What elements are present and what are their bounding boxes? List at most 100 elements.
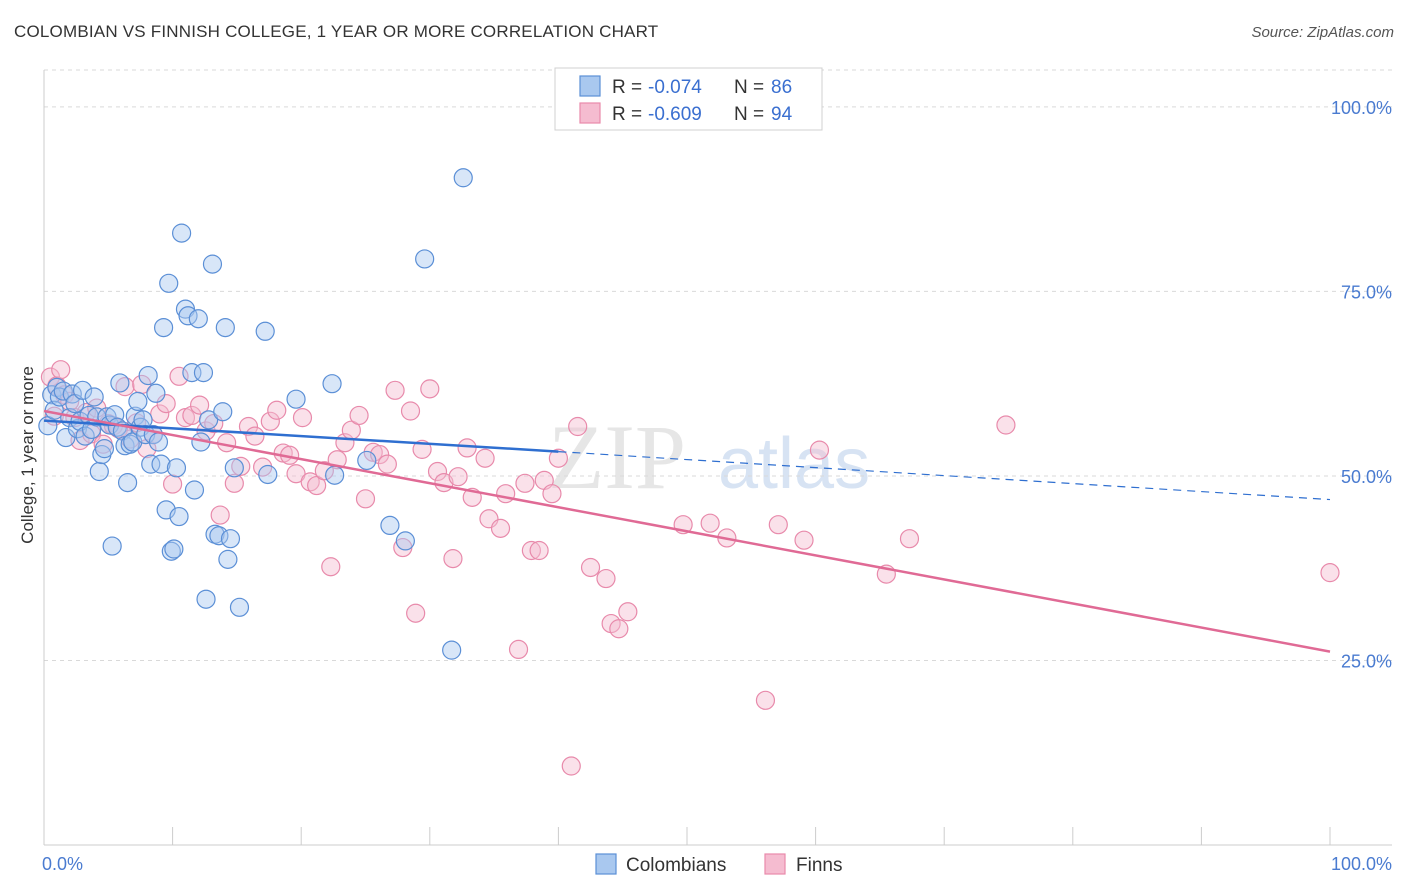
finns-point <box>596 568 616 589</box>
legend-r-label-2: R = <box>612 104 642 125</box>
y-axis-title: College, 1 year or more <box>18 366 37 544</box>
y-tick-label: 100.0% <box>1331 98 1392 118</box>
colombians-point <box>166 458 187 478</box>
finns-point <box>561 756 581 776</box>
colombians-trend-line <box>43 419 559 453</box>
finns-point <box>515 473 535 493</box>
axes <box>43 70 1392 846</box>
colombians-point <box>380 515 400 536</box>
colombians-point <box>184 480 205 500</box>
finns-point <box>529 540 549 561</box>
colombians-point <box>153 317 174 338</box>
colombians-point <box>453 168 473 188</box>
finns-point <box>443 549 463 569</box>
legend-n-value-2: 94 <box>771 104 793 125</box>
colombians-trend-extension <box>558 450 1331 501</box>
colombians-point <box>138 365 158 386</box>
finns-point <box>238 416 259 437</box>
colombians-point <box>146 383 166 403</box>
colombians-point <box>357 450 377 471</box>
finns-trend-line <box>43 409 1331 653</box>
trend-lines <box>43 409 1331 653</box>
bottom-legend-swatch-finns <box>764 853 786 875</box>
finns-point <box>355 489 376 509</box>
finns-point <box>150 404 170 424</box>
finns-point <box>406 603 426 623</box>
finns-point <box>314 461 334 481</box>
colombians-point <box>395 531 415 551</box>
colombians-point <box>164 539 184 559</box>
finns-point <box>542 484 562 504</box>
finns-points <box>40 360 1340 776</box>
colombians-points <box>38 168 473 660</box>
colombians-point <box>229 597 250 617</box>
x-tick-label-min: 0.0% <box>42 854 83 874</box>
finns-point <box>292 408 313 428</box>
colombians-point <box>182 363 202 383</box>
legend-n-label-1: N = <box>734 77 764 98</box>
finns-point <box>809 440 830 460</box>
colombians-point <box>215 317 235 338</box>
legend-swatch-colombians <box>579 75 601 97</box>
legend-r-label-1: R = <box>612 77 642 98</box>
finns-point <box>448 467 468 487</box>
bottom-legend-finns: Finns <box>796 855 842 876</box>
y-tick-label: 25.0% <box>1341 651 1392 671</box>
colombians-point <box>188 309 208 329</box>
finns-point <box>548 448 569 468</box>
legend-r-value-2: -0.609 <box>648 104 702 125</box>
colombians-point <box>148 432 169 452</box>
finns-point <box>190 395 210 415</box>
finns-point <box>51 360 71 380</box>
colombians-point <box>199 410 219 430</box>
finns-point <box>286 464 306 484</box>
legend-r-value-1: -0.074 <box>648 77 702 98</box>
finns-point <box>508 639 529 660</box>
finns-point <box>568 416 588 437</box>
colombians-point <box>218 549 238 569</box>
colombians-point <box>209 526 229 546</box>
colombians-point <box>213 402 233 422</box>
colombians-point <box>224 458 244 478</box>
y-tick-label: 50.0% <box>1341 467 1392 487</box>
finns-point <box>427 461 448 482</box>
colombians-point <box>193 363 214 383</box>
finns-point <box>115 377 135 397</box>
source-label: Source: ZipAtlas.com <box>1251 24 1394 41</box>
finns-point <box>210 505 230 525</box>
finns-point <box>307 475 327 496</box>
finns-point <box>224 473 244 493</box>
colombians-point <box>415 249 435 269</box>
colombians-point <box>202 254 223 274</box>
legend-n-label-2: N = <box>734 104 764 125</box>
finns-point <box>300 472 320 492</box>
colombians-point <box>102 536 122 556</box>
colombians-point <box>94 439 115 459</box>
finns-point <box>245 426 265 446</box>
colombians-point <box>128 391 148 412</box>
finns-point <box>169 366 189 386</box>
colombians-point <box>110 373 130 393</box>
finns-point <box>385 380 405 400</box>
finns-point <box>794 530 814 550</box>
finns-point <box>768 515 788 535</box>
finns-point <box>156 394 176 414</box>
finns-point <box>349 405 369 426</box>
finns-point <box>996 415 1016 435</box>
finns-point <box>420 379 440 399</box>
finns-point <box>496 484 516 504</box>
finns-point <box>755 690 776 710</box>
legend: R = -0.074 N = 86 R = -0.609 N = 94 <box>554 67 823 131</box>
finns-point <box>231 456 251 476</box>
y-tick-label: 75.0% <box>1341 282 1392 302</box>
colombians-point <box>442 640 462 660</box>
watermark-zip: ZIP <box>548 406 686 508</box>
colombians-point <box>117 472 138 493</box>
bottom-legend: Colombians Finns <box>595 853 842 876</box>
colombians-point <box>89 461 109 482</box>
finns-point <box>377 454 397 474</box>
colombians-point <box>120 434 140 454</box>
finns-point <box>899 529 920 549</box>
bottom-legend-colombians: Colombians <box>626 855 726 876</box>
finns-point <box>618 602 638 622</box>
